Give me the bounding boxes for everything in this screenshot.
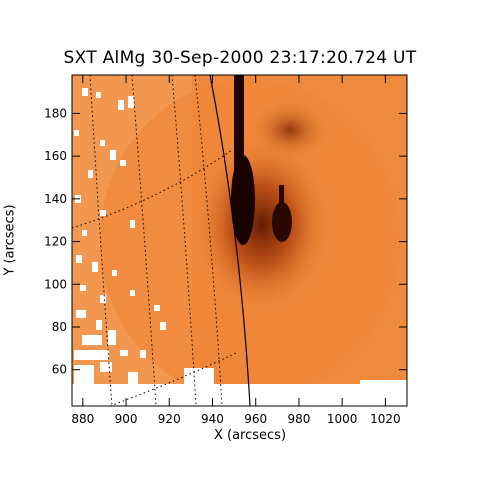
x-tick-label: 900 [115,412,138,426]
dark-column-top [234,75,244,195]
y-axis-label: Y (arcsecs) [2,204,18,276]
y-tick-label: 120 [44,235,67,249]
x-tick-label: 980 [287,412,310,426]
active-region-halo [192,135,332,315]
heliographic-grid [72,75,239,406]
x-tick-label: 1020 [370,412,401,426]
y-tick-label: 60 [52,363,67,377]
image-title: SXT AlMg 30-Sep-2000 23:17:20.724 UT [63,48,417,68]
axes-frame [71,74,408,407]
y-tick-label: 140 [44,192,67,206]
image-area [72,75,407,406]
solar-limb-line [209,75,251,406]
y-axis-ticks: 60 80 100 120 140 160 180 [44,106,407,377]
y-tick-label: 180 [44,106,67,120]
y-tick-label: 100 [44,277,67,291]
dark-core-main [231,155,255,245]
dark-core-stalk [279,185,284,210]
x-axis-ticks: 880 900 920 940 960 980 1000 1020 [71,75,401,426]
x-tick-label: 940 [201,412,224,426]
dark-core-secondary [272,202,292,242]
y-tick-label: 160 [44,149,67,163]
loop-top-shadow [250,100,330,160]
x-tick-label: 960 [244,412,267,426]
x-tick-label: 1000 [327,412,358,426]
x-tick-label: 880 [71,412,94,426]
x-axis-label: X (arcsecs) [213,428,287,443]
x-tick-label: 920 [158,412,181,426]
y-tick-label: 80 [52,320,67,334]
